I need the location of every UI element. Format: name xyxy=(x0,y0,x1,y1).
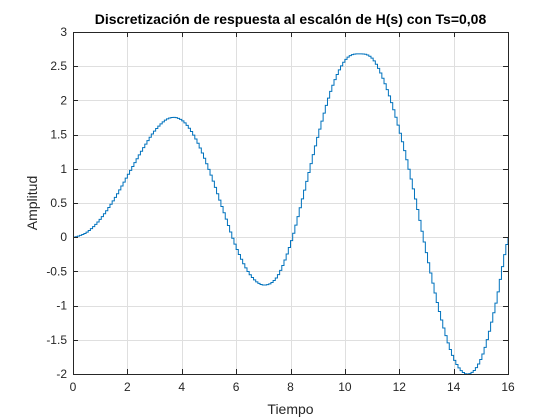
x-tick-label: 4 xyxy=(178,380,185,394)
chart-title: Discretización de respuesta al escalón d… xyxy=(95,11,487,27)
grid-lines xyxy=(73,32,509,375)
axis-ticks xyxy=(73,32,509,375)
y-tick-label: -1.5 xyxy=(46,333,67,347)
series-layer xyxy=(73,53,509,375)
y-tick-label: 3 xyxy=(60,25,67,39)
series-line xyxy=(73,53,509,375)
y-tick-label: -0.5 xyxy=(46,264,67,278)
y-tick-label: 1.5 xyxy=(50,128,67,142)
y-tick-label: -2 xyxy=(56,367,67,381)
y-axis-label: Amplitud xyxy=(24,176,40,230)
x-axis-label: Tiempo xyxy=(267,401,313,417)
y-tick-label: 0 xyxy=(60,230,67,244)
y-tick-label: 2 xyxy=(60,93,67,107)
y-tick-label: -1 xyxy=(56,299,67,313)
x-tick-labels: 0 2 4 6 8 10 12 14 16 xyxy=(70,380,515,394)
y-tick-label: 1 xyxy=(60,162,67,176)
y-tick-label: 2.5 xyxy=(50,59,67,73)
x-tick-label: 8 xyxy=(287,380,294,394)
y-tick-labels: -2 -1.5 -1 -0.5 0 0.5 1 1.5 2 2.5 3 xyxy=(46,25,67,381)
x-tick-label: 12 xyxy=(393,380,407,394)
x-tick-label: 6 xyxy=(233,380,240,394)
x-tick-label: 0 xyxy=(70,380,77,394)
y-tick-label: 0.5 xyxy=(50,196,67,210)
x-tick-label: 10 xyxy=(338,380,352,394)
x-tick-label: 16 xyxy=(501,380,515,394)
x-tick-label: 14 xyxy=(447,380,461,394)
x-tick-label: 2 xyxy=(124,380,131,394)
